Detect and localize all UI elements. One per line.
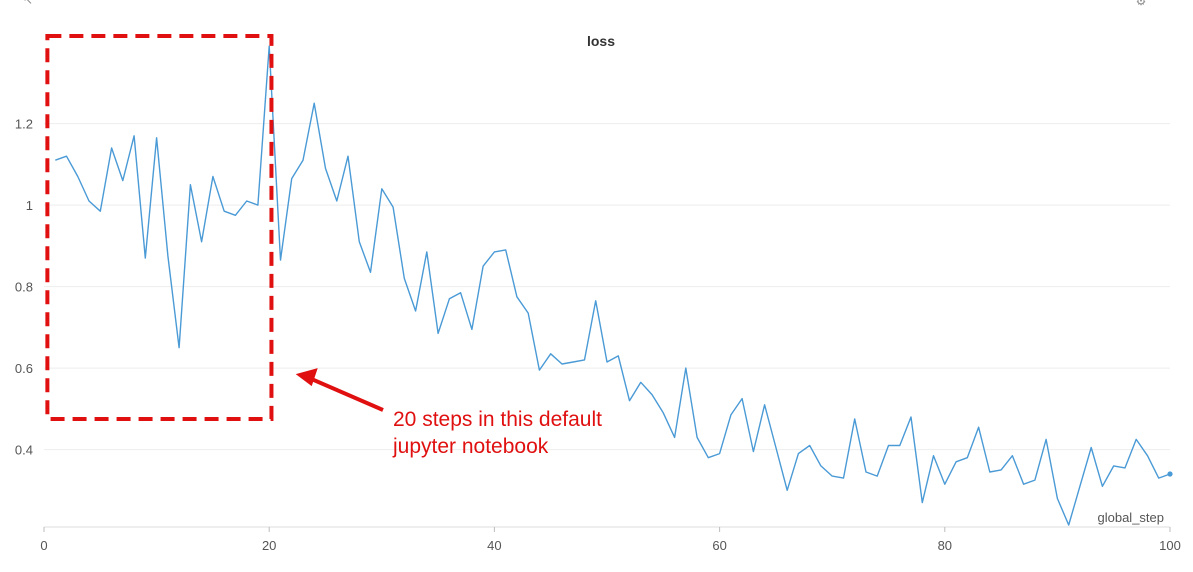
annotation-arrow-head — [295, 368, 318, 387]
x-tick-label: 0 — [40, 538, 47, 553]
y-tick-label: 1 — [26, 198, 33, 213]
gear-icon[interactable]: ⚙ — [1136, 0, 1147, 8]
loss-series-line — [55, 45, 1171, 526]
y-tick-label: 1.2 — [15, 117, 33, 132]
y-tick-label: 0.6 — [15, 361, 33, 376]
x-axis-label: global_step — [1098, 510, 1165, 525]
highlight-box — [45, 33, 274, 422]
y-tick-label: 0.4 — [15, 443, 33, 458]
arrow-icon[interactable]: ↖ — [23, 0, 33, 7]
x-tick-label: 40 — [487, 538, 501, 553]
x-tick-label: 100 — [1159, 538, 1181, 553]
more-icon[interactable]: ⋯ — [1160, 0, 1172, 6]
axes: 0.4 0.6 0.8 1 1.2 0 20 40 60 80 100 — [15, 117, 1181, 553]
annotation-text-line: 20 steps in this default — [393, 408, 602, 431]
series-layer — [55, 45, 1173, 526]
annotation-text-line: jupyter notebook — [392, 435, 549, 458]
x-tick-label: 20 — [262, 538, 276, 553]
grid — [44, 123, 1170, 451]
x-tick-label: 60 — [712, 538, 726, 553]
y-tick-label: 0.8 — [15, 280, 33, 295]
x-tick-label: 80 — [938, 538, 952, 553]
annotation-arrow-shaft — [310, 377, 384, 412]
series-end-point — [1167, 471, 1173, 477]
chart-title: loss — [587, 33, 615, 49]
annotation: 20 steps in this default jupyter notebook — [45, 33, 602, 458]
